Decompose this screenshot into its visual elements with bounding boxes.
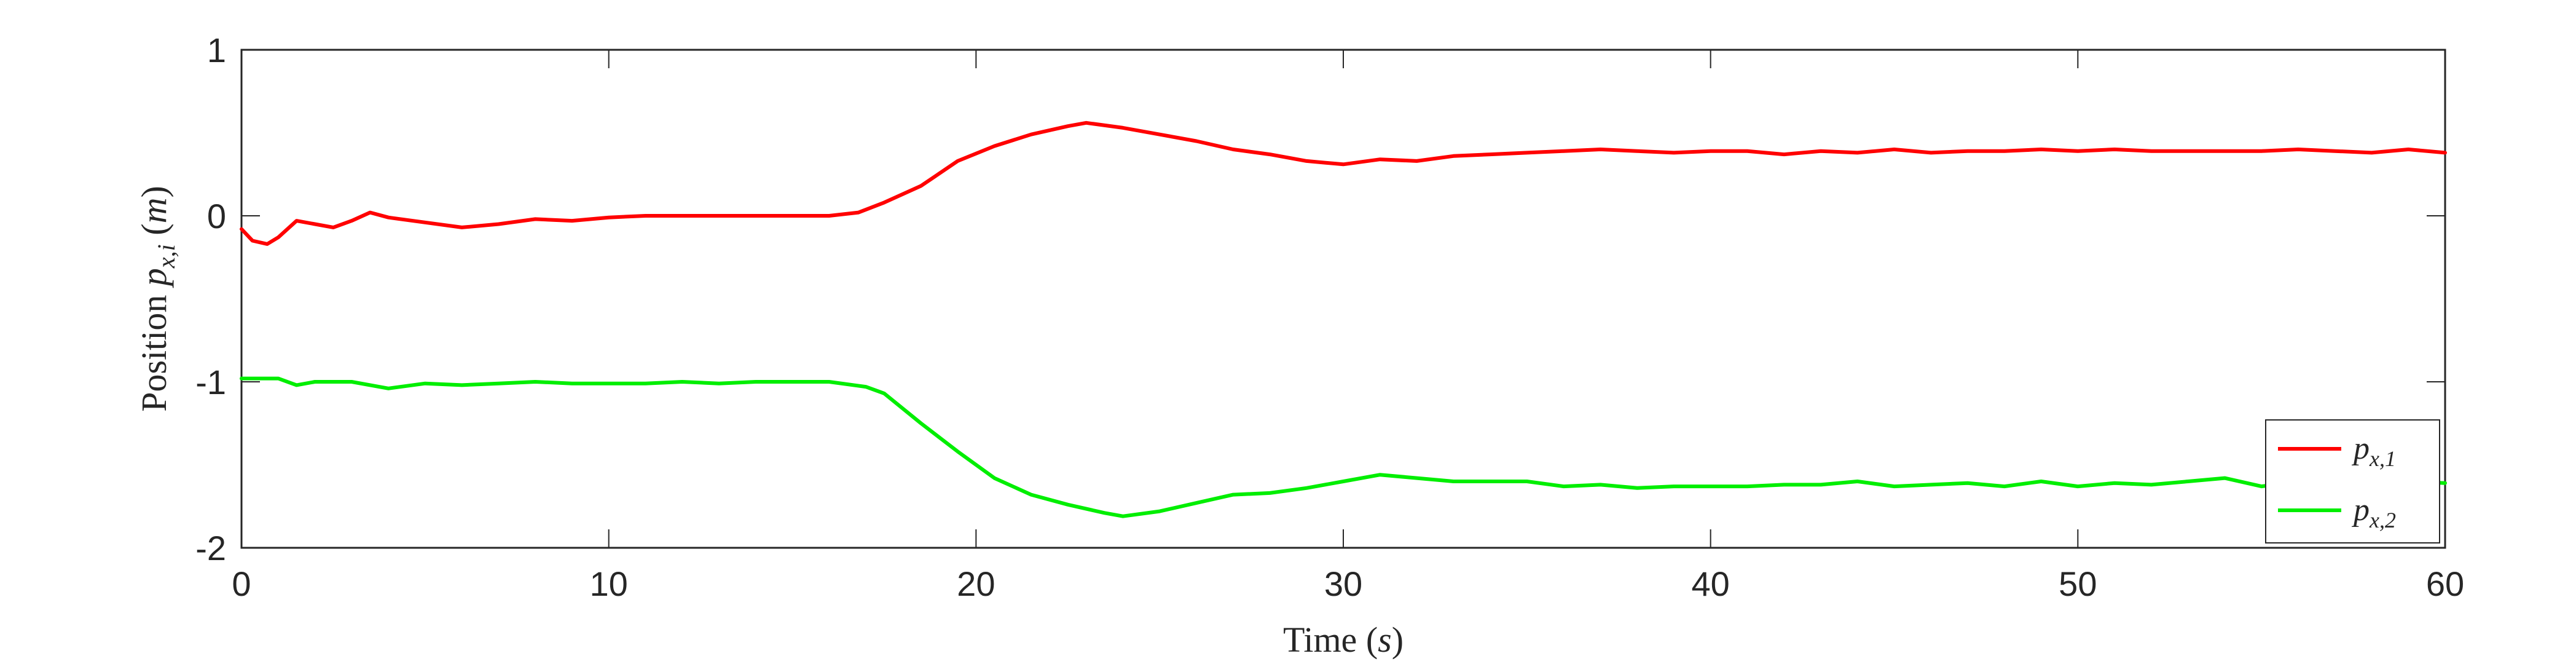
x-tick-label: 20 [957,564,995,603]
x-tick-label: 0 [232,564,251,603]
x-axis-label-text: Time [1283,620,1366,660]
axis-ticks [241,49,2446,548]
series-layer [240,121,2447,518]
x-tick-label: 40 [1692,564,1730,603]
x-tick-label: 30 [1324,564,1362,603]
legend: px,1 px,2 [2265,419,2440,543]
y-tick-label: -1 [195,363,226,401]
y-tick-label: 0 [207,197,226,235]
legend-label-1: px,1 [2351,431,2396,471]
svg-text:Position px,i (m): Position px,i (m) [134,186,180,412]
x-axis-label: Time (s) [1283,620,1404,660]
y-tick-label: 1 [207,31,226,69]
series-line-2 [240,376,2447,518]
series-line-1 [240,121,2447,246]
y-tick-label: -2 [195,529,226,567]
y-axis-label: Position px,i (m) [134,186,180,412]
x-tick-labels: 0 10 20 30 40 50 60 [232,564,2464,603]
x-axis-label-unit: (s) [1366,620,1404,660]
x-tick-label: 50 [2059,564,2097,603]
y-tick-labels: -2 -1 0 1 [195,31,226,567]
plot-area [240,49,2446,549]
x-tick-label: 10 [590,564,628,603]
x-tick-label: 60 [2426,564,2464,603]
legend-box [2265,419,2440,543]
legend-label-2: px,2 [2351,492,2396,532]
